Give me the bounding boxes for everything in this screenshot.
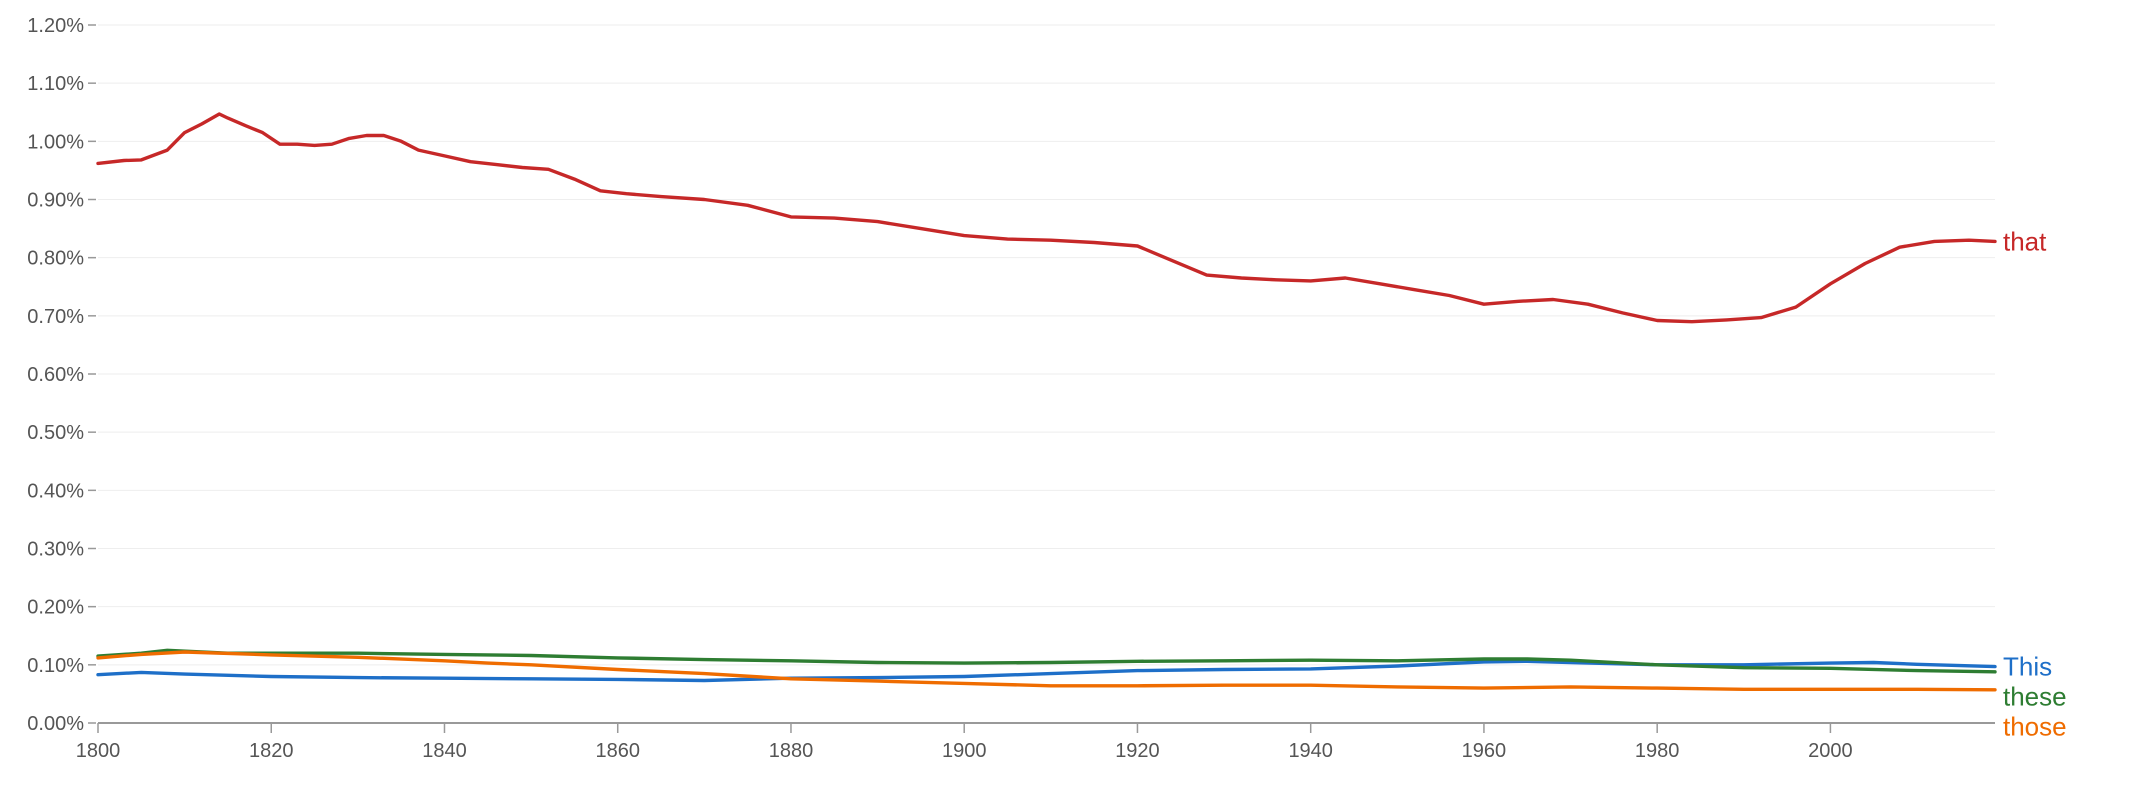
series-line-that xyxy=(96,112,1997,324)
y-tick-label: 0.90% xyxy=(27,190,84,212)
x-tick-label: 1860 xyxy=(595,740,640,762)
y-axis: 0.00% 0.10% 0.20% 0.30% 0.40% 0.50% 0.60% 0.70%… xyxy=(27,15,96,735)
series-label-these: these xyxy=(2003,682,2067,712)
series-label-that: that xyxy=(2003,226,2047,256)
y-tick-label: 1.20% xyxy=(27,15,84,37)
x-tick-label: 1820 xyxy=(249,740,294,762)
x-tick-label: 1920 xyxy=(1115,740,1160,762)
x-tick-label: 1980 xyxy=(1635,740,1680,762)
y-tick-label: 0.70% xyxy=(27,306,84,328)
series-lines xyxy=(96,112,1997,692)
y-tick-label: 0.80% xyxy=(27,248,84,270)
x-axis: 1800 1820 1840 1860 1880 1900 1920 1940 1960 1980… xyxy=(76,722,1995,762)
x-tick-label: 1960 xyxy=(1462,740,1507,762)
y-tick-label: 0.10% xyxy=(27,655,84,677)
y-tick-label: 0.50% xyxy=(27,422,84,444)
y-tick-label: 0.60% xyxy=(27,364,84,386)
x-tick-label: 1800 xyxy=(76,740,121,762)
series-line-this xyxy=(96,659,1997,683)
y-tick-label: 0.40% xyxy=(27,480,84,502)
x-tick-label: 2000 xyxy=(1808,740,1853,762)
series-line-those xyxy=(96,650,1997,692)
series-line-these xyxy=(96,648,1997,674)
y-tick-label: 0.30% xyxy=(27,539,84,561)
x-tick-label: 1940 xyxy=(1288,740,1333,762)
y-tick-label: 0.20% xyxy=(27,597,84,619)
series-label-those: those xyxy=(2003,712,2067,742)
x-tick-label: 1840 xyxy=(422,740,467,762)
grid-lines xyxy=(98,24,1995,666)
x-tick-label: 1880 xyxy=(769,740,814,762)
y-tick-label: 1.10% xyxy=(27,73,84,95)
series-label-this: This xyxy=(2003,652,2052,682)
x-tick-label: 1900 xyxy=(942,740,987,762)
y-tick-label: 1.00% xyxy=(27,131,84,153)
y-tick-label: 0.00% xyxy=(27,713,84,735)
